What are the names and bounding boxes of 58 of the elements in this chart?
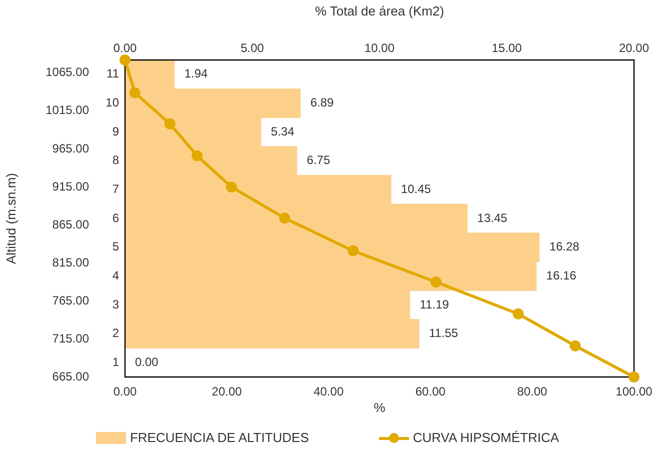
data-label: 1.94	[184, 66, 208, 81]
data-label: 16.16	[546, 268, 577, 282]
y-tick-label: 2	[112, 326, 120, 340]
x2-tick-label: 5.00	[240, 41, 264, 56]
x2-tick-label: 15.00	[492, 41, 522, 56]
y-tick-label: 915.00	[52, 179, 90, 194]
y-tick-label: 1	[112, 354, 120, 369]
point	[226, 181, 237, 192]
x-tick-label: 0.00	[113, 384, 137, 399]
y-tick-label: 3	[112, 297, 120, 312]
x-tick-label: 40.00	[314, 384, 344, 399]
point	[279, 212, 290, 224]
data-label: 6.89	[310, 96, 334, 110]
y-tick-label: 1015.00	[46, 103, 90, 118]
point	[129, 87, 140, 98]
point	[120, 54, 130, 66]
x2-tick-label: 10.00	[364, 41, 395, 56]
y-tick-label: 5	[112, 240, 120, 254]
y-tick-label: 815.00	[52, 255, 90, 270]
y-tick-label: 965.00	[52, 141, 90, 156]
x-tick-label: 100.00	[616, 384, 653, 399]
point	[348, 245, 359, 256]
y-tick-label: 8	[112, 153, 120, 168]
point	[512, 308, 524, 320]
data-label: 11.55	[428, 326, 458, 340]
y-tick-label: 6	[112, 210, 120, 225]
y-tick-label: 865.00	[52, 217, 90, 232]
point	[570, 340, 581, 352]
x-axis-title: %	[374, 400, 386, 415]
y-tick-label: 765.00	[52, 293, 90, 308]
y-tick-label: 11	[106, 66, 120, 81]
data-label: 16.28	[549, 240, 580, 254]
y-tick-label: 9	[112, 124, 120, 138]
data-label: 11.19	[420, 297, 450, 312]
y-axis-title: Altitud (m.sn.m)	[3, 172, 18, 264]
x2-tick-label: 0.00	[113, 41, 137, 56]
x-tick-label: 20.00	[212, 384, 242, 399]
x2-tick-label: 20.00	[618, 41, 650, 56]
y-tick-label: 10	[106, 96, 120, 110]
legend-label: FRECUENCIA DE ALTITUDES	[130, 430, 309, 445]
y-tick-label: 1065.00	[46, 65, 90, 80]
x2-axis-title: % Total de área (Km2)	[314, 3, 444, 18]
y-tick-label: 665.00	[52, 369, 90, 384]
data-label: 6.75	[306, 153, 330, 168]
legend-label: CURVA HIPSOMÉTRICA	[412, 430, 560, 445]
x-tick-label: 80.00	[517, 384, 548, 399]
point	[192, 150, 203, 162]
data-label: 13.45	[477, 210, 508, 225]
x-tick-label: 60.00	[415, 384, 446, 399]
y-tick-label: 715.00	[52, 331, 90, 346]
point	[430, 276, 442, 288]
point	[628, 372, 640, 382]
data-label: 0.00	[135, 354, 159, 369]
point	[164, 118, 176, 130]
data-label: 5.34	[270, 124, 295, 138]
y-tick-label: 4	[112, 268, 120, 282]
y-tick-label: 7	[112, 182, 120, 196]
data-label: 10.45	[400, 182, 432, 196]
